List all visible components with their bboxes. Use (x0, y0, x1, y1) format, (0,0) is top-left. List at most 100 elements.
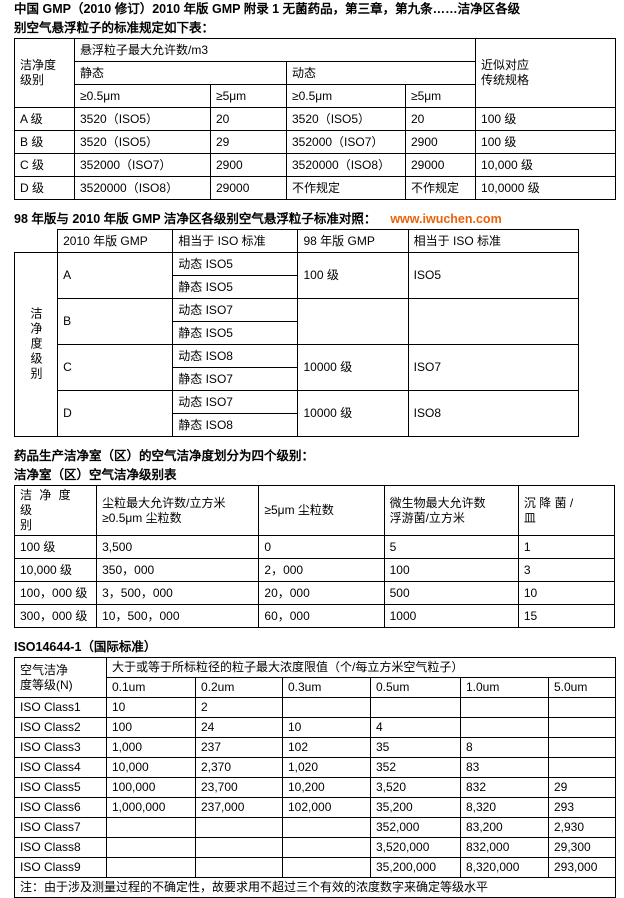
cell-dust-5: 20，000 (258, 581, 385, 605)
cell-value: 23,700 (195, 777, 283, 798)
cell-static-header: 静态 (74, 61, 287, 85)
cell-value: 35,200,000 (370, 857, 461, 878)
website-url[interactable]: www.iwuchen.com (390, 212, 502, 226)
table-gmp98-vs-gmp2010-comparison: 2010 年版 GMP 相当于 ISO 标准 98 年版 GMP 相当于 ISO… (13, 229, 580, 437)
cell-iso-class: ISO Class2 (14, 717, 107, 738)
cell-static-5: 29000 (210, 176, 287, 200)
cell-static-05: 3520（ISO5） (74, 130, 211, 154)
section2-heading: 98 年版与 2010 年版 GMP 洁净区各级别空气悬浮粒子标准对照： www.… (0, 210, 624, 229)
table-row: B 级 3520（ISO5） 29 352000（ISO7） 2900 100 … (14, 130, 617, 154)
cell-value: 352,000 (370, 817, 461, 838)
table-row: ISO Class3 1,000 237 102 35 8 (14, 737, 616, 758)
table-row: 静态 ISO5 (15, 275, 579, 299)
cell-value: 35,200 (370, 797, 461, 818)
table-row: ISO Class4 10,000 2,370 1,020 352 83 (14, 757, 616, 778)
cell-value (548, 717, 616, 738)
cell-gmp98: 10000 级 (297, 390, 409, 437)
cell-iso98: ISO5 (407, 252, 580, 299)
cell-static: 静态 ISO5 (172, 321, 299, 345)
cell-header-dust-count: 尘粒最大允许数/立方米 ≥0.5μm 尘粒数 (96, 485, 260, 536)
cell-value (548, 737, 616, 758)
cell-value (548, 697, 616, 718)
header-dust-line1: 尘粒最大允许数/立方米 (102, 495, 226, 510)
cell-static-05: 3520（ISO5） (74, 107, 211, 131)
table-row-header1: 空气洁净 度等级(N) 大于或等于所标粒径的粒子最大浓度限值（个/每立方米空气粒… (14, 657, 616, 698)
cell-value: 3,520,000 (370, 837, 461, 858)
cell-value (195, 857, 283, 878)
table-row-header3: ≥0.5μm ≥5μm ≥0.5μm ≥5μm (15, 84, 616, 108)
cell-dust-05: 10，500，000 (96, 604, 260, 628)
cell-static-05: 352000（ISO7） (74, 153, 211, 177)
cell-header-size-0-1um: 0.1um (106, 677, 196, 698)
table-row: A 级 3520（ISO5） 20 3520（ISO5） 20 100 级 (14, 107, 617, 131)
cell-dust-5: 60，000 (258, 604, 385, 628)
cell-grade: D 级 (14, 176, 75, 200)
header-class-line2: 度等级(N) (20, 677, 73, 692)
cell-value: 237 (195, 737, 283, 758)
table-row-header: 2010 年版 GMP 相当于 ISO 标准 98 年版 GMP 相当于 ISO… (15, 229, 580, 253)
cell-value (460, 717, 549, 738)
cell-iso-class: ISO Class1 (14, 697, 107, 718)
cell-value: 1,000,000 (106, 797, 196, 818)
cell-microbe: 1000 (383, 604, 519, 628)
cell-dust-5: 2，000 (258, 558, 385, 582)
cell-value: 1,020 (282, 757, 371, 778)
cell-header-size-5-0um: 5.0um (548, 677, 616, 698)
cell-value (106, 857, 196, 878)
cell-header-dust-5um: ≥5μm 尘粒数 (258, 485, 385, 536)
table-row: 静态 ISO7 (15, 367, 579, 391)
cell-max-particles-header: 悬浮粒子最大允许数/m3 (73, 38, 477, 62)
section1-heading-line1: 中国 GMP（2010 修订）2010 年版 GMP 附录 1 无菌药品，第三章… (14, 2, 521, 16)
cell-approx: 10,0000 级 (475, 176, 617, 200)
cell-value: 832 (460, 777, 549, 798)
table-gmp2010-airborne-particles: 洁净度 级别 悬浮粒子最大允许数/m3 近似对应 传统规格 静态 动态 ≥0.5… (14, 38, 617, 200)
cell-settling: 10 (517, 581, 616, 605)
cell-value: 8 (460, 737, 549, 758)
section1-heading-line2: 别空气悬浮粒子的标准规定如下表： (14, 21, 215, 35)
cell-value: 100,000 (106, 777, 196, 798)
header-class-line1: 空气洁净 (20, 662, 69, 677)
cell-gmp98: 100 级 (297, 252, 409, 299)
cell-dust-05: 350，000 (96, 558, 260, 582)
header-dust-line2: ≥0.5μm 尘粒数 (102, 510, 182, 525)
cell-value: 832,000 (460, 837, 549, 858)
cell-iso-class: ISO Class9 (14, 857, 107, 878)
cell-static: 静态 ISO8 (172, 413, 299, 437)
cell-grade: B 级 (14, 130, 75, 154)
cell-settling: 3 (517, 558, 616, 582)
cell-static-05: 3520000（ISO8） (74, 176, 211, 200)
cell-value (282, 857, 371, 878)
cell-header-gmp98: 98 年版 GMP (297, 229, 409, 253)
table-row: ISO Class7 352,000 83,200 2,930 (14, 817, 616, 838)
table-row: 静态 ISO8 (15, 413, 579, 437)
cell-microbe: 500 (383, 581, 519, 605)
cell-value (106, 837, 196, 858)
cell-value: 10 (282, 717, 371, 738)
cell-approx-header: 近似对应 传统规格 (475, 38, 617, 108)
cell-microbe: 5 (383, 535, 519, 559)
cell-static-05um: ≥0.5μm (74, 84, 211, 108)
cell-static: 静态 ISO7 (172, 367, 299, 391)
cell-dynamic: 动态 ISO7 (172, 390, 299, 414)
cell-settling: 1 (517, 535, 616, 559)
section4-heading: ISO14644-1（国际标准） (14, 640, 157, 654)
cell-dust-05: 3，500，000 (96, 581, 260, 605)
cell-dynamic-5: 不作规定 (404, 176, 477, 200)
cell-value (195, 837, 283, 858)
cell-value: 10,200 (282, 777, 371, 798)
cell-dynamic-5: 29000 (404, 153, 477, 177)
table-row: ISO Class9 35,200,000 8,320,000 293,000 (14, 857, 616, 878)
cell-header-settling-bacteria: 沉 降 菌 / 皿 (517, 485, 616, 536)
cell-value: 2 (195, 697, 283, 718)
cell-header-size-0-3um: 0.3um (282, 677, 371, 698)
cell-value: 2,370 (195, 757, 283, 778)
cell-header-iso-equiv-98: 相当于 ISO 标准 (407, 229, 580, 253)
cell-value: 352 (370, 757, 461, 778)
section2-heading-text: 98 年版与 2010 年版 GMP 洁净区各级别空气悬浮粒子标准对照： (14, 212, 377, 226)
cell-static: 静态 ISO5 (172, 275, 299, 299)
cell-value: 29,300 (548, 837, 616, 858)
cell-header-concentration-limit: 大于或等于所标粒径的粒子最大浓度限值（个/每立方米空气粒子） (106, 657, 616, 678)
cell-value: 293,000 (548, 857, 616, 878)
cell-approx: 100 级 (475, 107, 617, 131)
cell-dynamic-5um: ≥5μm (404, 84, 477, 108)
